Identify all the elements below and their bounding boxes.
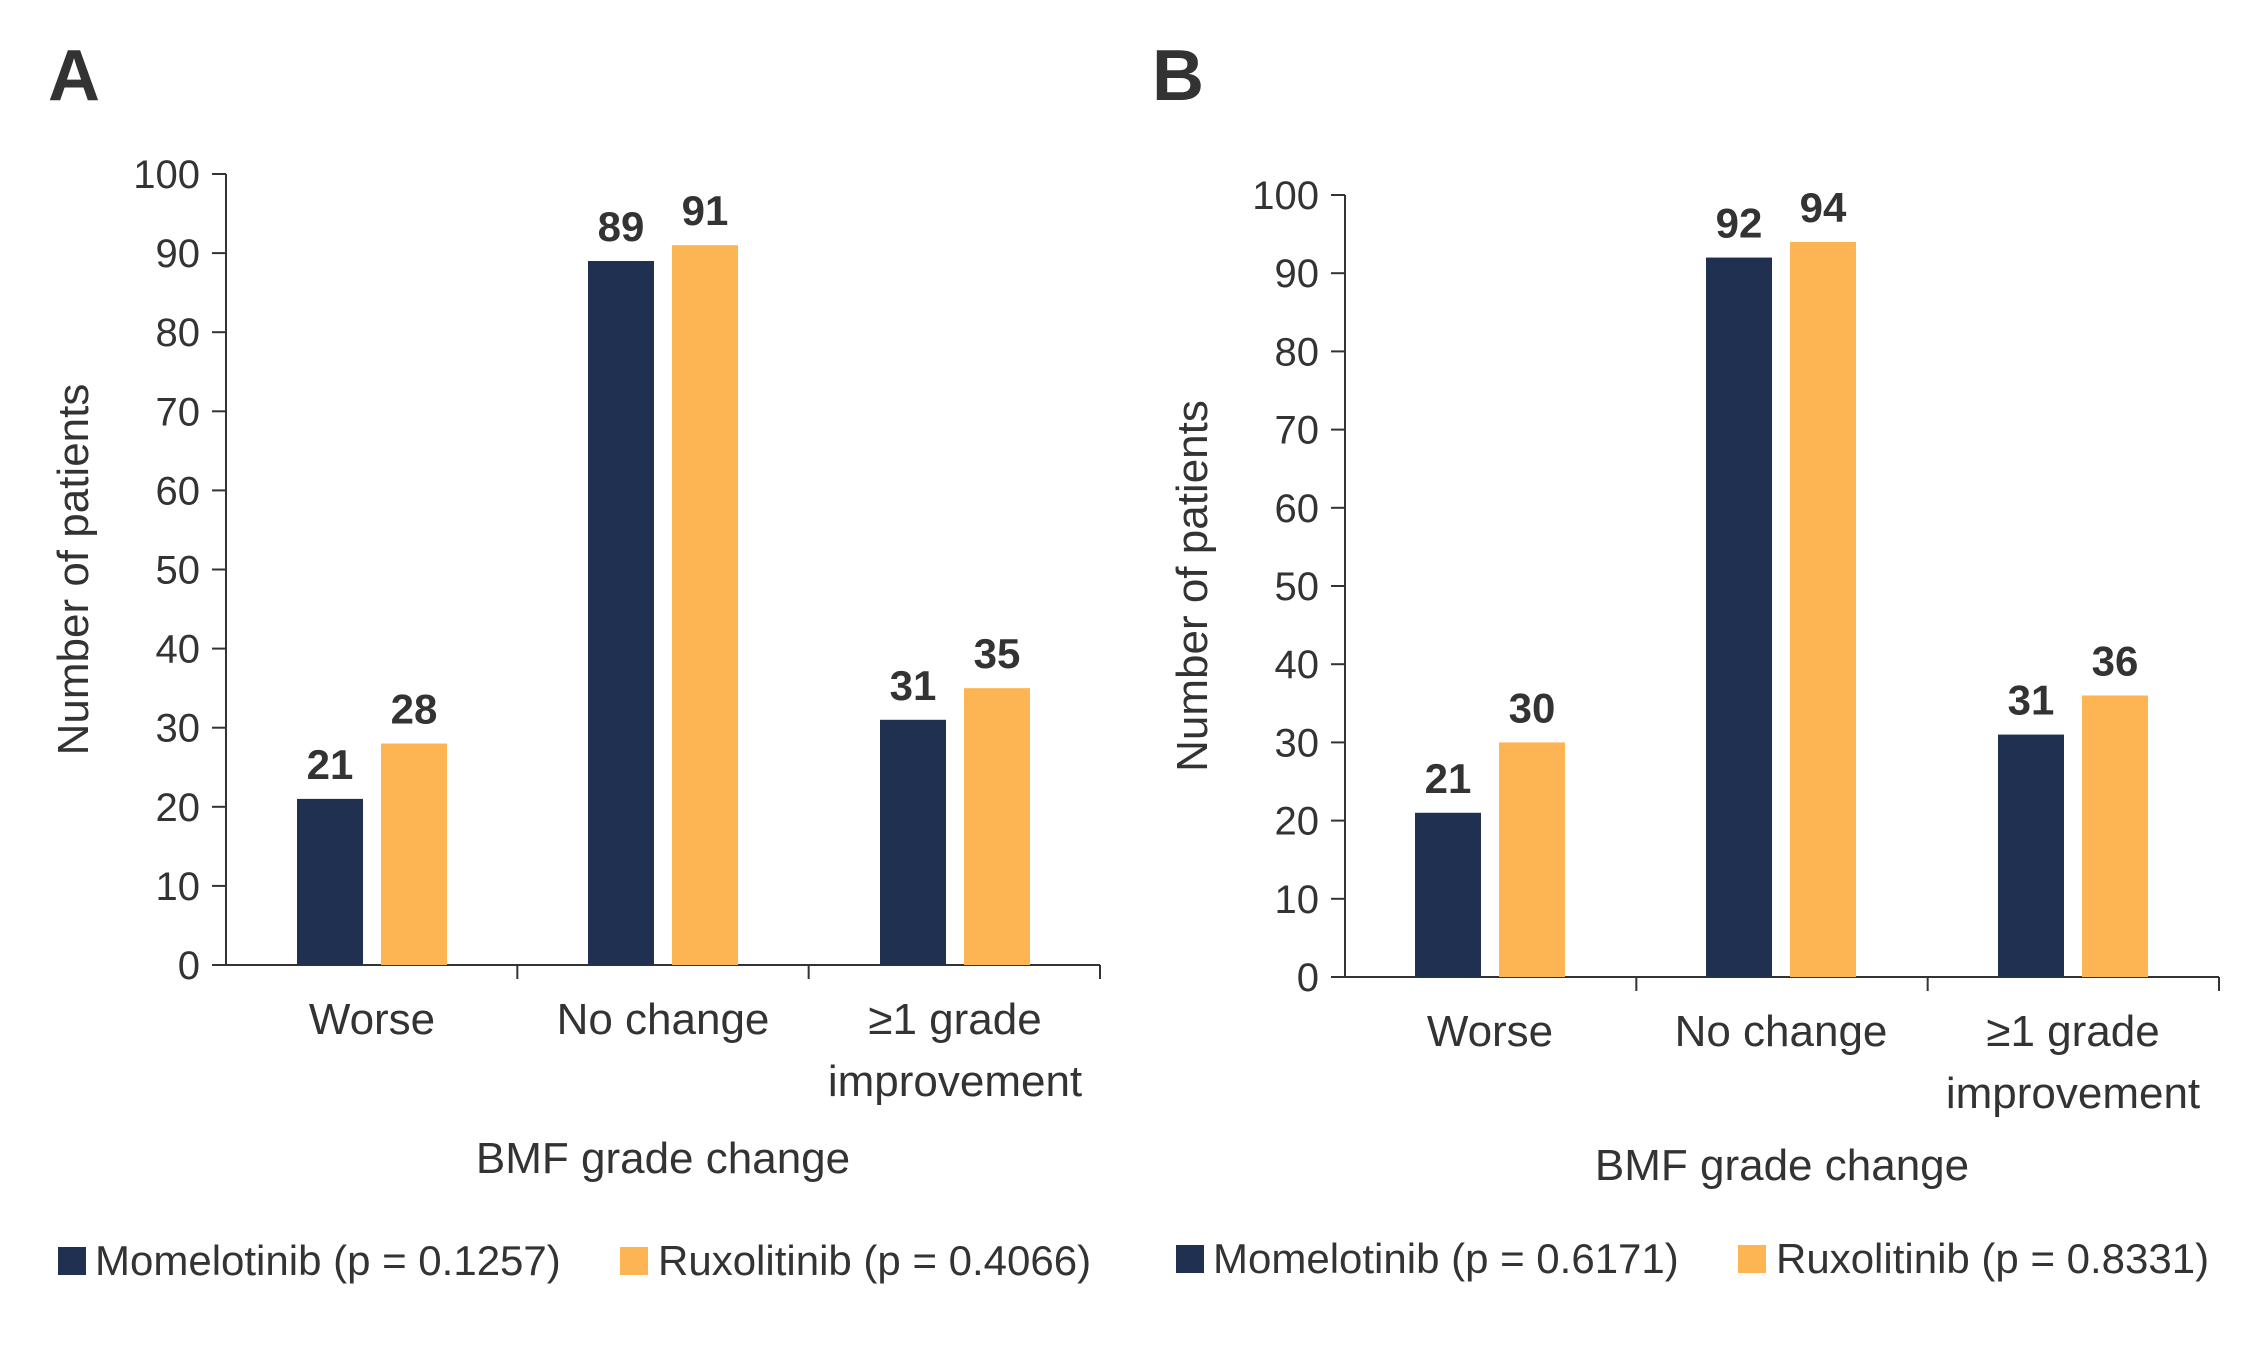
- y-tick-label: 100: [1252, 174, 1319, 218]
- bar-momelotinib-1: [297, 798, 363, 965]
- bar-value-label: 21: [1425, 755, 1472, 802]
- bar-value-label: 28: [391, 686, 438, 733]
- x-axis-title: BMF grade change: [476, 1134, 850, 1183]
- y-tick-label: 30: [1275, 721, 1320, 765]
- panel-letter: A: [48, 36, 100, 116]
- x-category-label: Worse: [309, 995, 435, 1044]
- y-tick-label: 20: [1275, 800, 1320, 844]
- y-tick-label: 90: [1275, 252, 1320, 296]
- bar-value-label: 21: [307, 741, 354, 788]
- y-tick-label: 80: [156, 311, 201, 355]
- y-tick-label: 10: [156, 865, 201, 909]
- y-tick-label: 90: [156, 232, 201, 276]
- y-tick-label: 70: [1275, 409, 1320, 453]
- y-tick-label: 80: [1275, 330, 1320, 374]
- bar-momelotinib-3: [880, 719, 946, 965]
- bar-value-label: 36: [2092, 637, 2139, 684]
- bar-value-label: 35: [974, 630, 1021, 677]
- x-axis-title: BMF grade change: [1595, 1141, 1969, 1190]
- y-tick-label: 40: [1275, 643, 1320, 687]
- y-tick-label: 50: [156, 549, 201, 593]
- y-tick-label: 30: [156, 707, 201, 751]
- y-axis-title: Number of patients: [1168, 400, 1217, 772]
- chart-panel-a: A 0 10 20 30 40 50 60 70 80 90 100 21 89 31 28 91 35 Worse…: [48, 36, 1101, 1284]
- panel-letter: B: [1152, 36, 1204, 116]
- legend-swatch-ruxolitinib: [620, 1247, 648, 1275]
- bar-ruxolitinib-2: [672, 245, 738, 965]
- y-tick-label: 50: [1275, 565, 1320, 609]
- y-axis-title: Number of patients: [49, 384, 98, 756]
- legend-label-momelotinib: Momelotinib (p = 0.1257): [95, 1237, 561, 1284]
- legend-label-ruxolitinib: Ruxolitinib (p = 0.8331): [1776, 1235, 2209, 1282]
- y-tick-label: 100: [133, 153, 200, 197]
- y-tick-label: 60: [156, 469, 201, 513]
- chart-panel-b: B 0 10 20 30 40 50 60 70 80 90 100 21 92 31 30 94 36 Worse…: [1152, 36, 2220, 1282]
- legend-swatch-momelotinib: [1176, 1245, 1204, 1273]
- bar-ruxolitinib-3: [964, 688, 1030, 965]
- legend-swatch-ruxolitinib: [1738, 1245, 1766, 1273]
- bar-value-label: 92: [1716, 200, 1763, 247]
- x-category-label: Worse: [1427, 1007, 1553, 1056]
- x-category-label: No change: [557, 995, 770, 1044]
- y-tick-label: 70: [156, 390, 201, 434]
- bar-ruxolitinib-1: [1499, 742, 1565, 977]
- bar-ruxolitinib-2: [1790, 241, 1856, 978]
- bar-value-label: 91: [682, 187, 729, 234]
- bar-ruxolitinib-3: [2082, 695, 2148, 977]
- bar-momelotinib-2: [1706, 257, 1772, 977]
- bar-ruxolitinib-1: [381, 743, 447, 965]
- y-tick-label: 20: [156, 786, 201, 830]
- bar-value-label: 89: [598, 203, 645, 250]
- legend-swatch-momelotinib: [58, 1247, 86, 1275]
- y-tick-label: 0: [1297, 956, 1319, 1000]
- y-tick-label: 0: [178, 944, 200, 988]
- bar-value-label: 94: [1800, 184, 1847, 231]
- x-category-label: No change: [1675, 1007, 1888, 1056]
- y-tick-label: 60: [1275, 487, 1320, 531]
- x-category-label: ≥1 grade improvement: [1946, 1007, 2200, 1118]
- bar-value-label: 30: [1509, 684, 1556, 731]
- x-category-label: ≥1 grade improvement: [828, 995, 1082, 1106]
- bar-momelotinib-1: [1415, 812, 1481, 977]
- y-tick-label: 40: [156, 628, 201, 672]
- bar-value-label: 31: [2008, 677, 2055, 724]
- legend-label-ruxolitinib: Ruxolitinib (p = 0.4066): [658, 1237, 1091, 1284]
- bar-momelotinib-2: [588, 261, 654, 965]
- legend-label-momelotinib: Momelotinib (p = 0.6171): [1213, 1235, 1679, 1282]
- bar-value-label: 31: [890, 662, 937, 709]
- bar-momelotinib-3: [1998, 734, 2064, 977]
- y-tick-label: 10: [1275, 878, 1320, 922]
